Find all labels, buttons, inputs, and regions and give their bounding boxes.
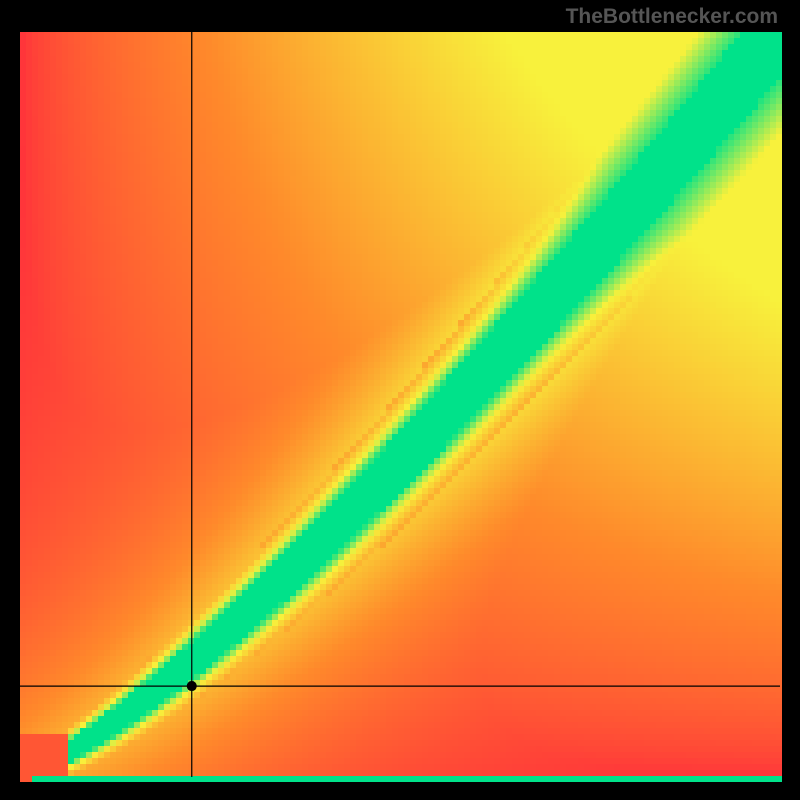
- chart-container: { "watermark": { "text": "TheBottlenecke…: [0, 0, 800, 800]
- watermark-label: TheBottlenecker.com: [566, 5, 778, 29]
- bottleneck-heatmap: [0, 0, 800, 800]
